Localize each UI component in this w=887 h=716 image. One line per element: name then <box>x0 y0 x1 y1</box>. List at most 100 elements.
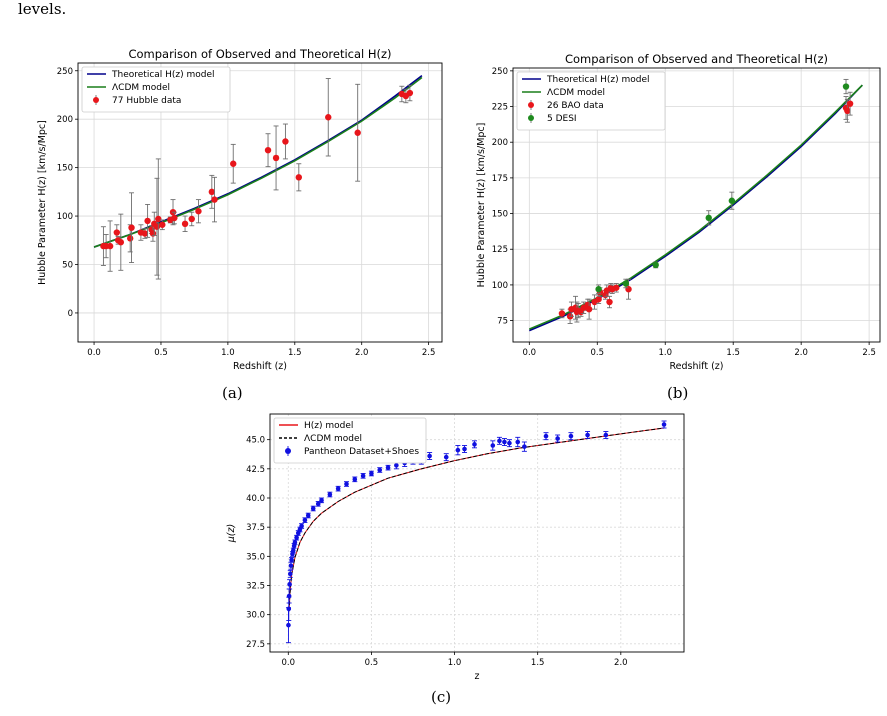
x-tick-label: 0.0 <box>523 348 537 358</box>
y-tick-label: 32.5 <box>246 582 265 592</box>
data-point <box>286 606 292 612</box>
plot-frame <box>269 413 685 653</box>
chart-0: 0.0 0.5 1.0 1.5 2.0 2.5 0 50 100 150 200 250 Compari… <box>37 47 443 372</box>
plot-content <box>529 78 863 332</box>
data-point <box>208 188 216 196</box>
data-point <box>568 433 574 439</box>
data-point <box>652 261 659 269</box>
x-axis-label: z <box>475 671 480 682</box>
x-tick-label: 0.0 <box>87 348 101 358</box>
y-axis-label: μ(z) <box>226 524 237 543</box>
data-point <box>462 446 467 452</box>
data-point <box>287 571 293 577</box>
legend-label: 5 DESI <box>547 114 577 124</box>
y-tick-label: 75 <box>497 317 508 327</box>
data-point <box>543 433 549 439</box>
x-tick-label: 1.0 <box>448 658 462 668</box>
x-tick-label: 1.0 <box>658 348 672 358</box>
data-point <box>507 440 512 446</box>
y-tick-label: 42.5 <box>246 465 265 475</box>
data-point <box>113 229 121 236</box>
data-point <box>705 214 712 222</box>
plot-frame <box>77 62 443 343</box>
data-point <box>288 563 294 568</box>
data-point <box>106 242 114 250</box>
data-point <box>585 432 590 438</box>
data-point <box>141 230 149 237</box>
data-point <box>472 442 477 447</box>
data-point <box>377 467 383 473</box>
data-point <box>211 196 218 203</box>
legend-box <box>516 71 666 131</box>
data-point <box>555 436 560 441</box>
x-tick-label: 0.5 <box>154 348 168 358</box>
data-point <box>846 100 854 107</box>
data-point <box>159 221 166 228</box>
legend-label: 77 Hubble data <box>112 96 181 106</box>
data-point <box>613 284 620 291</box>
legend-label: H(z) model <box>304 421 353 431</box>
x-tick-label: 2.0 <box>355 348 369 358</box>
data-point <box>282 138 289 145</box>
legend-label: Pantheon Dataset+Shoes <box>304 447 419 457</box>
data-point <box>117 239 125 246</box>
data-point <box>603 432 609 438</box>
x-axis-label: Redshift (z) <box>233 361 287 372</box>
data-point <box>625 285 632 293</box>
y-tick-label: 150 <box>57 164 73 174</box>
data-point <box>427 453 432 459</box>
data-point <box>290 548 296 553</box>
data-point <box>595 285 602 293</box>
y-tick-label: 50 <box>62 261 73 271</box>
data-point <box>344 481 349 487</box>
data-point <box>286 593 292 599</box>
data-point <box>188 215 195 223</box>
page-top-text: levels. <box>18 0 67 18</box>
legend-marker <box>528 115 534 121</box>
data-point <box>369 471 374 476</box>
data-point <box>272 154 280 162</box>
x-tick-label: 0.5 <box>591 348 605 358</box>
caption-a: (a) <box>222 384 243 402</box>
x-tick-label: 0.5 <box>365 658 379 668</box>
data-point <box>310 506 316 511</box>
data-point <box>497 438 502 444</box>
y-tick-label: 225 <box>492 103 508 113</box>
data-point <box>360 473 366 479</box>
data-point <box>394 463 399 468</box>
data-point <box>289 557 294 563</box>
data-point <box>844 107 851 115</box>
x-tick-label: 1.5 <box>531 658 545 668</box>
data-point <box>406 89 414 97</box>
data-point <box>128 224 135 231</box>
data-point <box>455 447 461 453</box>
legend-box <box>273 417 427 464</box>
x-tick-label: 2.0 <box>614 658 628 668</box>
y-tick-label: 40.0 <box>246 494 265 504</box>
y-tick-label: 250 <box>57 67 73 77</box>
y-tick-label: 27.5 <box>246 640 265 650</box>
data-point <box>287 582 292 587</box>
legend-marker <box>285 448 291 454</box>
data-point <box>385 465 391 470</box>
legend-label: 26 BAO data <box>547 101 604 111</box>
y-tick-label: 100 <box>492 281 508 291</box>
data-point <box>195 208 202 215</box>
data-point <box>327 492 333 497</box>
data-point <box>181 220 189 228</box>
data-point <box>728 197 736 204</box>
data-point <box>352 477 358 482</box>
legend-label: ΛCDM model <box>547 88 605 98</box>
x-tick-label: 1.0 <box>221 348 235 358</box>
data-point <box>292 540 298 545</box>
series-line-1 <box>288 427 665 612</box>
data-point <box>264 146 272 154</box>
data-point <box>294 535 299 540</box>
x-axis-label: Redshift (z) <box>670 361 724 372</box>
data-point <box>319 498 324 503</box>
x-tick-label: 2.5 <box>862 348 876 358</box>
y-tick-label: 125 <box>492 245 508 255</box>
data-point <box>585 305 593 313</box>
legend-marker <box>528 102 534 108</box>
data-point <box>286 622 291 628</box>
